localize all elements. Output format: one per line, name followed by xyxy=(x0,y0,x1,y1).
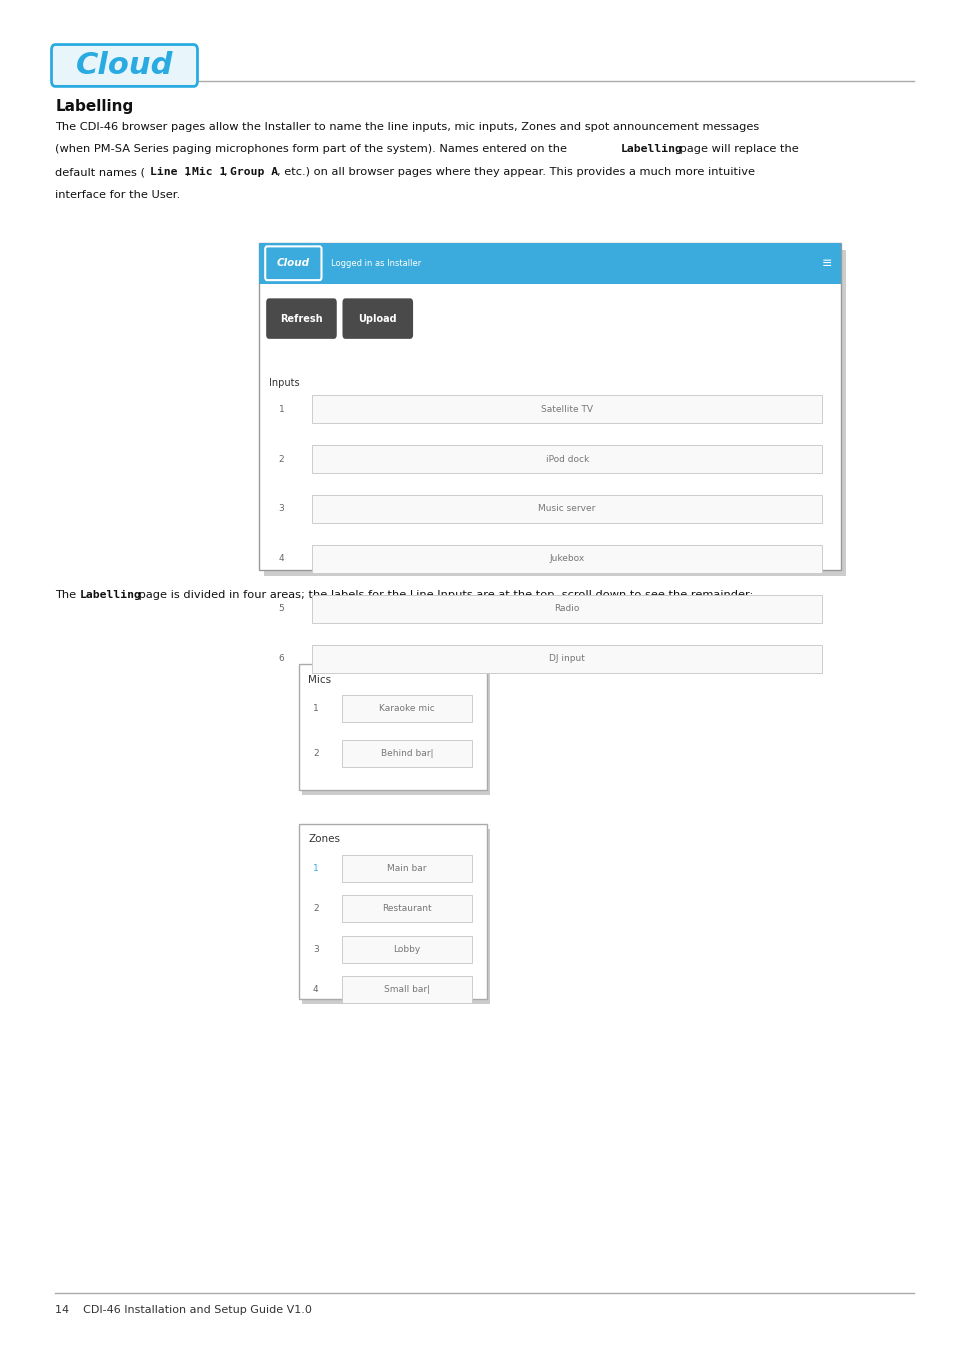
Text: 1: 1 xyxy=(313,864,318,872)
Text: 1: 1 xyxy=(278,405,284,413)
Text: page is divided in four areas; the labels for the Line Inputs are at the top, sc: page is divided in four areas; the label… xyxy=(135,590,753,599)
Bar xyxy=(312,494,821,522)
Text: DJ input: DJ input xyxy=(549,655,584,663)
Text: , etc.) on all browser pages where they appear. This provides a much more intuit: , etc.) on all browser pages where they … xyxy=(276,167,754,177)
Text: 2: 2 xyxy=(313,904,318,913)
Text: The CDI-46 browser pages allow the Installer to name the line inputs, mic inputs: The CDI-46 browser pages allow the Insta… xyxy=(55,122,759,131)
Text: Inputs: Inputs xyxy=(269,378,299,387)
Bar xyxy=(341,855,472,882)
Text: The: The xyxy=(55,590,80,599)
Text: default names (: default names ( xyxy=(55,167,145,177)
Bar xyxy=(312,394,821,424)
Text: Radio: Radio xyxy=(554,605,579,613)
Text: Upload: Upload xyxy=(358,313,396,324)
Text: 4: 4 xyxy=(313,986,318,994)
Bar xyxy=(259,243,841,284)
Text: Group A: Group A xyxy=(230,167,277,177)
Text: 4: 4 xyxy=(278,555,284,563)
Text: Labelling: Labelling xyxy=(620,144,682,154)
Text: Line 1: Line 1 xyxy=(150,167,191,177)
Text: Mic 1: Mic 1 xyxy=(192,167,226,177)
Bar xyxy=(341,976,472,1003)
Text: 3: 3 xyxy=(278,505,284,513)
Text: Music server: Music server xyxy=(537,505,596,513)
Bar xyxy=(312,594,821,624)
Bar xyxy=(312,446,821,474)
Text: iPod dock: iPod dock xyxy=(545,455,588,463)
FancyBboxPatch shape xyxy=(265,246,321,281)
Text: Labelling: Labelling xyxy=(269,300,337,313)
Text: ≡: ≡ xyxy=(821,256,832,270)
Text: 2: 2 xyxy=(313,749,318,757)
Bar xyxy=(341,895,472,922)
Text: Jukebox: Jukebox xyxy=(549,555,584,563)
Text: 14    CDI-46 Installation and Setup Guide V1.0: 14 CDI-46 Installation and Setup Guide V… xyxy=(55,1305,312,1315)
Bar xyxy=(302,670,490,795)
Text: 1: 1 xyxy=(313,705,318,713)
Text: Lobby: Lobby xyxy=(393,945,420,953)
Bar xyxy=(341,695,472,722)
Bar xyxy=(264,250,845,576)
Text: Satellite TV: Satellite TV xyxy=(540,405,593,413)
Bar xyxy=(298,824,486,999)
Text: interface for the User.: interface for the User. xyxy=(55,190,180,200)
Text: page will replace the: page will replace the xyxy=(676,144,799,154)
Bar xyxy=(302,829,490,1004)
Bar xyxy=(259,243,841,570)
Bar xyxy=(312,644,821,672)
FancyBboxPatch shape xyxy=(266,298,336,339)
Text: (when PM-SA Series paging microphones form part of the system). Names entered on: (when PM-SA Series paging microphones fo… xyxy=(55,144,570,154)
Text: Cloud: Cloud xyxy=(75,51,173,80)
Text: Cloud: Cloud xyxy=(276,258,310,269)
Text: ,: , xyxy=(185,167,189,177)
Text: Labelling: Labelling xyxy=(80,590,142,599)
Text: Main bar: Main bar xyxy=(387,864,426,872)
Bar xyxy=(312,544,821,572)
Text: Zones: Zones xyxy=(308,834,340,844)
Text: Karaoke mic: Karaoke mic xyxy=(378,705,435,713)
Text: Small bar|: Small bar| xyxy=(383,986,430,994)
FancyBboxPatch shape xyxy=(342,298,413,339)
Text: 6: 6 xyxy=(278,655,284,663)
Bar xyxy=(298,664,486,790)
FancyBboxPatch shape xyxy=(51,45,197,86)
Text: Behind bar|: Behind bar| xyxy=(380,749,433,757)
Text: 5: 5 xyxy=(278,605,284,613)
Text: 3: 3 xyxy=(313,945,318,953)
Bar xyxy=(341,936,472,963)
Text: Restaurant: Restaurant xyxy=(381,904,432,913)
Text: Labelling: Labelling xyxy=(55,99,133,113)
Text: Mics: Mics xyxy=(308,675,331,684)
Text: Logged in as Installer: Logged in as Installer xyxy=(331,259,421,267)
Text: Refresh: Refresh xyxy=(280,313,322,324)
Text: ,: , xyxy=(223,167,227,177)
Bar xyxy=(341,740,472,767)
Text: 2: 2 xyxy=(278,455,284,463)
